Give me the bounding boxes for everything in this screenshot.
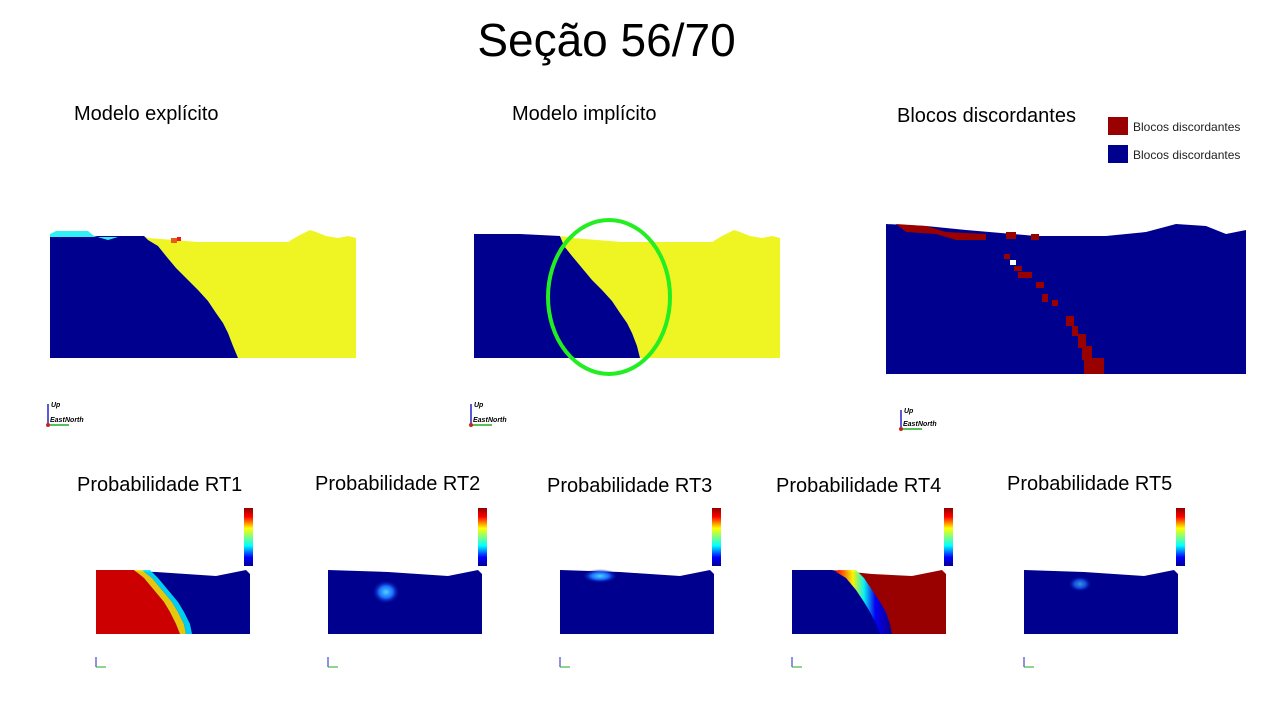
rt1-axes-glyph xyxy=(95,657,106,668)
axis-up-text: Up xyxy=(904,408,914,415)
legend-label-red: Blocos discordantes xyxy=(1133,120,1241,134)
rt4-probability-map xyxy=(792,570,946,634)
legend-swatch-red xyxy=(1108,117,1128,135)
probability-rt2-label: Probabilidade RT2 xyxy=(315,473,481,495)
rt5-probability-map xyxy=(1024,570,1178,634)
axis-north-text: North xyxy=(488,417,507,424)
rt4-axes-glyph xyxy=(791,657,802,668)
rt5-axes-glyph xyxy=(1023,657,1034,668)
axis-east-text: East xyxy=(50,417,65,424)
rt4-colorbar xyxy=(944,508,953,566)
axis-up-text: Up xyxy=(51,402,61,409)
rt3-probability-map xyxy=(560,569,714,634)
axis-north-text: North xyxy=(918,421,937,428)
axis-east-text: East xyxy=(903,421,918,428)
rt2-colorbar xyxy=(478,508,487,566)
axis-up-text: Up xyxy=(474,402,484,409)
rt5-colorbar xyxy=(1176,508,1185,566)
legend-swatch-blue xyxy=(1108,145,1128,163)
discordant-blocks-label: Blocos discordantes xyxy=(897,105,1076,127)
probability-rt3-label: Probabilidade RT3 xyxy=(547,475,713,497)
explicit-model-section xyxy=(50,230,356,358)
rt2-probability-map xyxy=(328,570,482,634)
axis-north-text: North xyxy=(65,417,84,424)
probability-rt5-label: Probabilidade RT5 xyxy=(1007,473,1173,495)
rt1-probability-map xyxy=(96,570,250,634)
orientation-axes-discordant: Up East North xyxy=(899,408,937,431)
rt3-axes-glyph xyxy=(559,657,570,668)
discordant-blocks-section xyxy=(886,224,1246,374)
rt2-axes-glyph xyxy=(327,657,338,668)
axis-east-text: East xyxy=(473,417,488,424)
legend-label-blue: Blocos discordantes xyxy=(1133,148,1241,162)
implicit-model-label: Modelo implícito xyxy=(512,103,657,125)
rt1-colorbar xyxy=(244,508,253,566)
highlight-ellipse xyxy=(546,218,672,376)
probability-rt1-label: Probabilidade RT1 xyxy=(77,474,243,496)
rt3-colorbar xyxy=(712,508,721,566)
probability-rt4-label: Probabilidade RT4 xyxy=(776,475,942,497)
orientation-axes-explicit: Up East North xyxy=(46,402,84,427)
explicit-model-label: Modelo explícito xyxy=(74,103,219,125)
slide-title: Seção 56/70 xyxy=(477,14,736,66)
orientation-axes-implicit: Up East North xyxy=(469,402,507,427)
